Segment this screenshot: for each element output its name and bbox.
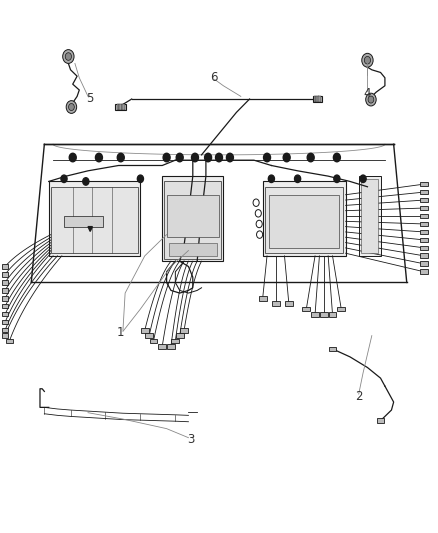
Bar (171, 338, 179, 343)
Circle shape (68, 103, 74, 110)
Bar (328, 312, 336, 317)
Bar (420, 254, 428, 259)
Bar (420, 262, 428, 266)
Bar (115, 104, 126, 110)
Circle shape (366, 93, 376, 106)
Circle shape (138, 175, 144, 182)
Circle shape (368, 96, 374, 103)
Circle shape (66, 101, 77, 114)
Circle shape (294, 175, 300, 182)
Bar (150, 338, 157, 343)
Bar (2, 296, 8, 301)
Bar (285, 301, 293, 306)
Bar (166, 195, 219, 237)
Bar (420, 214, 428, 219)
Bar (359, 176, 381, 256)
Circle shape (61, 175, 67, 182)
Bar (167, 344, 175, 349)
Bar (337, 306, 345, 311)
Polygon shape (88, 227, 92, 231)
Bar (2, 272, 8, 277)
Circle shape (283, 154, 290, 162)
Bar (329, 346, 336, 351)
Bar (265, 187, 343, 253)
Bar (176, 333, 184, 338)
Bar (272, 301, 280, 306)
Bar (311, 312, 319, 317)
Bar (313, 96, 321, 102)
Circle shape (205, 154, 212, 162)
Bar (420, 222, 428, 227)
Bar (2, 334, 8, 338)
Bar (2, 264, 8, 269)
Circle shape (83, 177, 89, 185)
Text: 2: 2 (355, 390, 363, 403)
Bar (169, 243, 217, 256)
Bar (2, 320, 8, 325)
Bar (64, 216, 103, 227)
Bar (420, 206, 428, 211)
Text: 3: 3 (187, 433, 194, 446)
Circle shape (226, 154, 233, 162)
Text: 4: 4 (364, 87, 371, 100)
Circle shape (63, 50, 74, 63)
Bar (2, 288, 8, 293)
Circle shape (264, 154, 271, 162)
Circle shape (360, 175, 366, 182)
Bar (320, 312, 328, 317)
Bar (263, 181, 346, 256)
Bar (316, 96, 318, 102)
Bar (420, 230, 428, 235)
Bar (2, 328, 8, 333)
Circle shape (95, 154, 102, 162)
Circle shape (268, 175, 275, 182)
Bar (162, 176, 223, 261)
Bar (120, 104, 122, 110)
Circle shape (364, 56, 371, 64)
Bar (158, 344, 166, 349)
Bar (420, 182, 428, 187)
Bar (420, 190, 428, 195)
Bar (49, 181, 141, 256)
Circle shape (334, 175, 340, 182)
Bar (2, 312, 8, 317)
Bar (420, 198, 428, 203)
Text: 5: 5 (87, 92, 94, 105)
Circle shape (191, 154, 198, 162)
Bar (6, 339, 13, 343)
Circle shape (215, 154, 223, 162)
Bar (51, 187, 138, 253)
Bar (164, 181, 221, 259)
Circle shape (307, 154, 314, 162)
Circle shape (362, 53, 373, 67)
Circle shape (333, 154, 340, 162)
Bar (122, 104, 125, 110)
Bar (180, 328, 188, 333)
Circle shape (117, 154, 124, 162)
Bar (420, 238, 428, 243)
Circle shape (65, 53, 71, 60)
Bar (269, 195, 339, 248)
Bar (377, 418, 384, 423)
Bar (117, 104, 119, 110)
Bar (2, 280, 8, 285)
Bar (145, 333, 153, 338)
Bar (2, 304, 8, 309)
Bar (141, 328, 149, 333)
Bar (361, 179, 378, 253)
Bar (259, 296, 267, 301)
Bar (420, 246, 428, 251)
Bar (302, 306, 310, 311)
Bar (420, 269, 428, 274)
Text: 1: 1 (117, 326, 124, 340)
Circle shape (69, 154, 76, 162)
Bar (318, 96, 321, 102)
Circle shape (163, 154, 170, 162)
Circle shape (176, 154, 183, 162)
Bar (314, 96, 316, 102)
Text: 6: 6 (210, 71, 218, 84)
